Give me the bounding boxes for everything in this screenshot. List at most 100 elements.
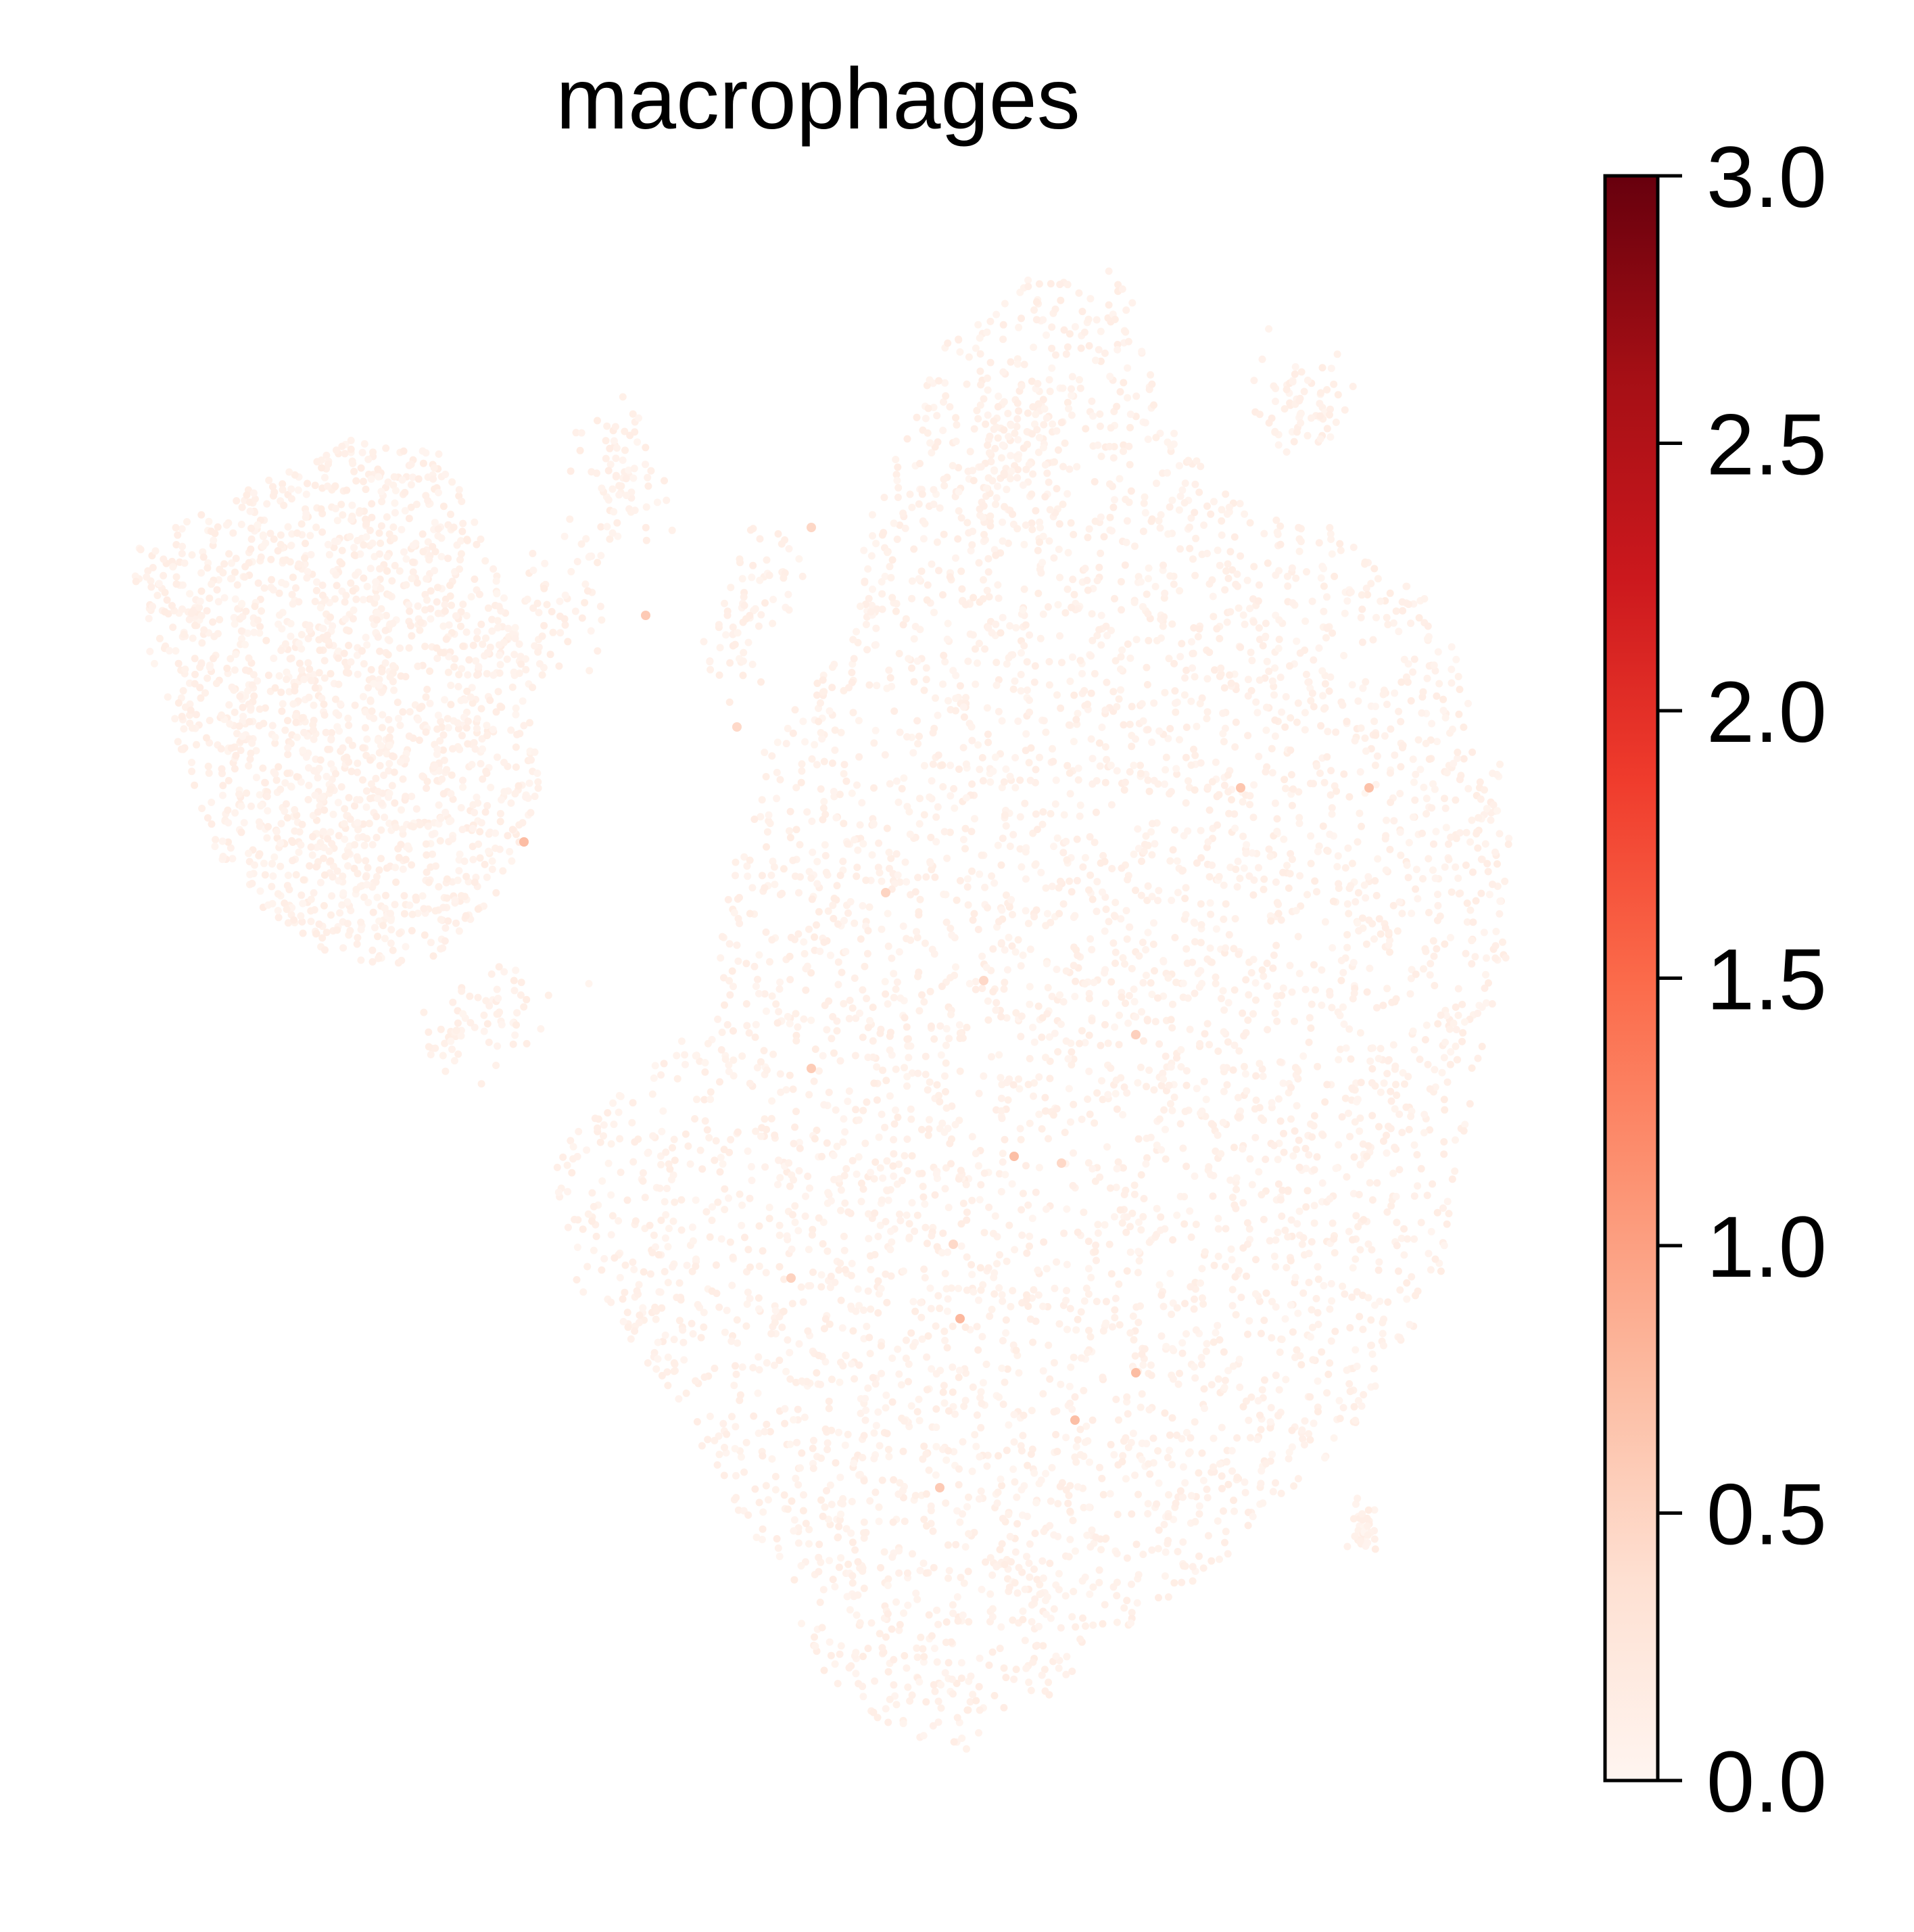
cell-point bbox=[894, 1113, 902, 1121]
cell-point bbox=[1342, 1044, 1350, 1052]
cell-point bbox=[1476, 778, 1484, 786]
cell-point bbox=[1039, 1302, 1047, 1311]
cell-point bbox=[161, 588, 169, 596]
cell-point bbox=[1269, 964, 1277, 972]
cell-point bbox=[297, 841, 305, 849]
cell-point bbox=[473, 540, 481, 548]
cell-point bbox=[851, 836, 859, 844]
cell-point bbox=[867, 1619, 876, 1627]
cell-point bbox=[534, 778, 542, 786]
cell-point bbox=[1237, 643, 1245, 651]
cell-point bbox=[1087, 689, 1095, 697]
cell-point bbox=[1198, 1361, 1205, 1369]
cell-point bbox=[233, 497, 241, 505]
cell-point bbox=[1203, 715, 1211, 723]
cell-point bbox=[429, 952, 437, 960]
cell-point bbox=[197, 660, 206, 668]
cell-point bbox=[448, 478, 456, 486]
cell-point bbox=[1012, 1666, 1020, 1674]
cell-point bbox=[604, 1109, 612, 1117]
cell-point bbox=[1068, 392, 1076, 400]
cell-point bbox=[874, 1233, 882, 1240]
cell-point bbox=[863, 949, 871, 958]
cell-point bbox=[197, 612, 206, 619]
cell-point bbox=[1209, 1192, 1217, 1200]
cell-point bbox=[896, 1621, 904, 1628]
cell-point bbox=[496, 845, 504, 853]
cell-point bbox=[1396, 1286, 1404, 1294]
cell-point bbox=[933, 538, 941, 546]
cell-point bbox=[1390, 817, 1398, 825]
cell-point bbox=[231, 620, 239, 628]
cell-point bbox=[882, 1705, 890, 1713]
cell-point bbox=[382, 891, 389, 899]
cell-point bbox=[772, 1000, 780, 1008]
cell-point bbox=[870, 739, 878, 747]
cell-point bbox=[1023, 1553, 1030, 1561]
cell-point bbox=[1428, 804, 1436, 812]
cell-point bbox=[457, 608, 465, 616]
cell-point bbox=[1138, 1390, 1146, 1398]
cell-point bbox=[274, 890, 282, 898]
cell-point bbox=[821, 851, 830, 859]
cell-point bbox=[1422, 810, 1431, 818]
cell-point bbox=[1060, 811, 1068, 819]
cell-point bbox=[398, 825, 406, 833]
cell-point bbox=[1299, 1289, 1308, 1297]
cell-point bbox=[308, 676, 315, 684]
cell-point bbox=[297, 778, 305, 786]
cell-point bbox=[393, 699, 402, 707]
cell-point bbox=[1241, 1478, 1249, 1486]
cell-point bbox=[1157, 1213, 1165, 1221]
cell-point bbox=[1161, 780, 1168, 788]
cell-point bbox=[866, 1350, 874, 1358]
cell-point bbox=[247, 704, 255, 712]
cell-point bbox=[736, 893, 743, 901]
cell-point bbox=[426, 699, 434, 707]
cell-point bbox=[1323, 753, 1331, 761]
cell-point bbox=[329, 810, 337, 818]
cell-point bbox=[1166, 857, 1174, 865]
cell-point bbox=[859, 902, 867, 910]
cell-point bbox=[1092, 1256, 1100, 1265]
cell-point bbox=[890, 1150, 898, 1158]
cell-point bbox=[1165, 1491, 1172, 1499]
cell-point bbox=[883, 1430, 891, 1438]
cell-point bbox=[1061, 609, 1070, 617]
cell-point bbox=[1056, 632, 1063, 640]
cell-point bbox=[1088, 780, 1097, 788]
cell-point bbox=[370, 714, 378, 722]
cell-point bbox=[849, 709, 857, 717]
cell-point bbox=[381, 659, 389, 667]
cell-point bbox=[1478, 1043, 1486, 1050]
cell-point bbox=[211, 843, 219, 851]
cell-point bbox=[456, 850, 464, 858]
cell-point bbox=[359, 776, 366, 784]
cell-point bbox=[963, 1286, 971, 1294]
cell-point bbox=[1111, 657, 1120, 665]
cell-point bbox=[838, 968, 846, 976]
cell-point bbox=[1399, 744, 1406, 752]
cell-point bbox=[218, 837, 226, 845]
cell-point bbox=[1228, 566, 1237, 574]
cell-point bbox=[486, 697, 494, 705]
cell-point bbox=[933, 1243, 941, 1251]
cell-point bbox=[664, 1353, 672, 1361]
cell-point bbox=[790, 1516, 798, 1524]
cell-point bbox=[1153, 1141, 1161, 1150]
cell-point bbox=[306, 665, 314, 674]
cell-point bbox=[1414, 736, 1422, 744]
cell-point bbox=[1189, 958, 1197, 966]
cell-point bbox=[1362, 894, 1370, 902]
cell-point bbox=[1008, 1180, 1016, 1188]
cell-point bbox=[1339, 1282, 1347, 1290]
cell-point bbox=[180, 630, 188, 638]
cell-point bbox=[1096, 1173, 1104, 1181]
cell-point bbox=[1093, 1089, 1101, 1097]
cell-point bbox=[1233, 1474, 1241, 1482]
cell-point bbox=[373, 594, 381, 602]
cell-point bbox=[1397, 851, 1405, 859]
cell-point bbox=[763, 828, 771, 836]
cell-point bbox=[387, 926, 396, 934]
cell-point bbox=[1255, 1104, 1264, 1112]
